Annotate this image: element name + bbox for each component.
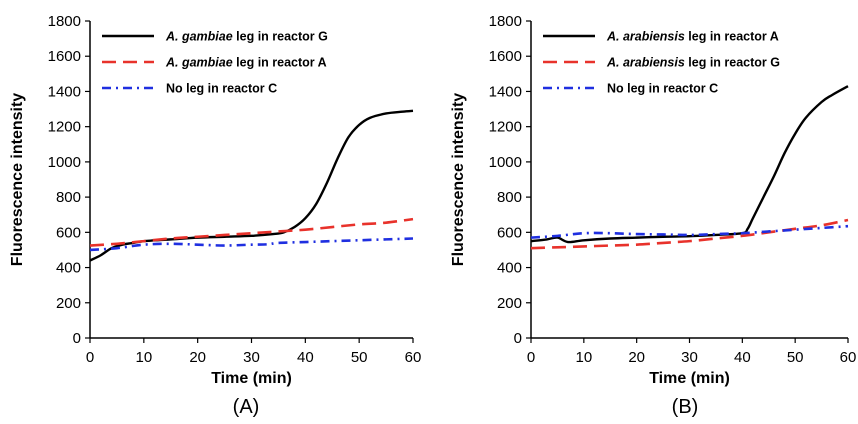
- x-tick-label: 60: [840, 349, 857, 366]
- x-tick-label: 30: [681, 349, 698, 366]
- y-tick-label: 0: [73, 330, 81, 347]
- x-tick-label: 40: [297, 349, 314, 366]
- x-tick-label: 20: [628, 349, 645, 366]
- y-tick-label: 1600: [489, 48, 522, 65]
- legend-label-2: A. arabiensis leg in reactor G: [606, 56, 780, 70]
- panel-label: (A): [233, 396, 260, 418]
- y-tick-label: 600: [56, 224, 81, 241]
- x-tick-label: 30: [243, 349, 260, 366]
- y-tick-label: 1200: [489, 119, 522, 136]
- x-tick-label: 40: [734, 349, 751, 366]
- x-tick-label: 0: [86, 349, 94, 366]
- legend-label-1: A. gambiae leg in reactor G: [165, 30, 328, 44]
- y-tick-label: 200: [497, 295, 522, 312]
- chart-panel-b: 0 200 400 600 800 1000 1200 1400 1600 1800 0 10 20 30…: [450, 13, 856, 418]
- x-tick-label: 0: [527, 349, 535, 366]
- series-line-1: [89, 109, 414, 262]
- y-tick-label: 400: [56, 260, 81, 277]
- y-tick-label: 1000: [48, 154, 81, 171]
- legend-label-3: No leg in reactor C: [607, 82, 718, 96]
- panel-label: (B): [672, 396, 699, 418]
- x-tick-label: 10: [135, 349, 152, 366]
- legend-label-2: A. gambiae leg in reactor A: [165, 56, 327, 70]
- y-tick-label: 600: [497, 224, 522, 241]
- x-axis-title: Time (min): [649, 370, 730, 387]
- y-tick-label: 1200: [48, 119, 81, 136]
- series-line-1: [530, 85, 849, 244]
- x-tick-label: 60: [405, 349, 422, 366]
- series-line-2: [530, 218, 849, 250]
- y-tick-label: 200: [56, 295, 81, 312]
- x-tick-label: 50: [787, 349, 804, 366]
- x-tick-label: 10: [575, 349, 592, 366]
- legend-label-3: No leg in reactor C: [166, 82, 277, 96]
- y-tick-label: 800: [497, 189, 522, 206]
- chart-panel-a: 0 200 400 600 800 1000 1200 1400 1600 1800 0 10 20 30…: [9, 13, 421, 418]
- series-line-2: [89, 217, 414, 247]
- y-tick-label: 1600: [48, 48, 81, 65]
- y-tick-label: 1000: [489, 154, 522, 171]
- y-tick-label: 0: [514, 330, 522, 347]
- x-tick-label: 20: [189, 349, 206, 366]
- y-tick-label: 400: [497, 260, 522, 277]
- y-tick-label: 1400: [489, 83, 522, 100]
- legend-label-1: A. arabiensis leg in reactor A: [606, 30, 779, 44]
- x-tick-label: 50: [351, 349, 368, 366]
- y-tick-label: 800: [56, 189, 81, 206]
- y-axis-title: Fluorescence intensity: [450, 93, 467, 266]
- series-line-3: [89, 237, 414, 252]
- y-axis-title: Fluorescence intensity: [9, 93, 26, 266]
- y-tick-label: 1400: [48, 83, 81, 100]
- y-tick-label: 1800: [489, 13, 522, 30]
- x-axis-title: Time (min): [211, 370, 292, 387]
- y-tick-label: 1800: [48, 13, 81, 30]
